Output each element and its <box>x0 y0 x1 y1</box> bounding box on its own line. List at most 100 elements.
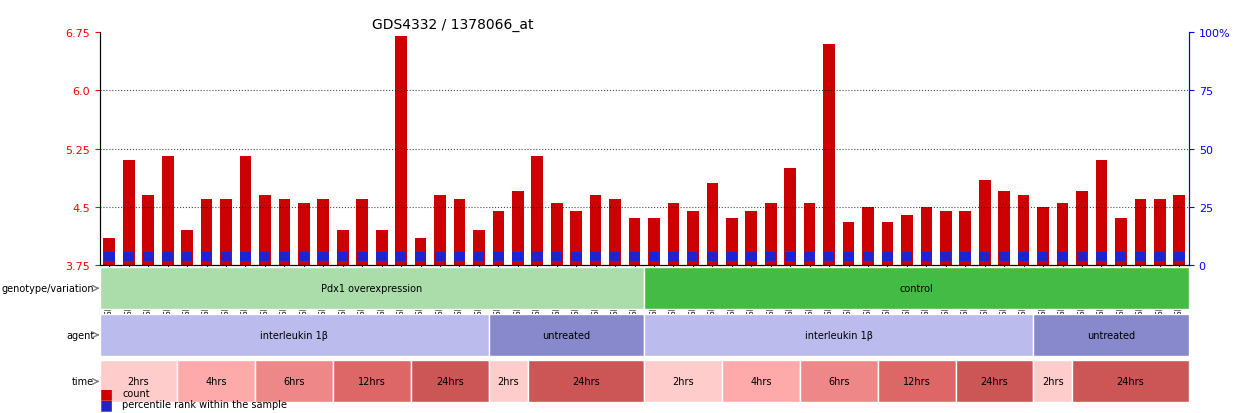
Text: 12hrs: 12hrs <box>359 377 386 387</box>
Bar <box>298 204 310 266</box>
Bar <box>707 252 717 261</box>
Bar <box>1173 196 1185 266</box>
Bar <box>435 196 446 266</box>
Bar <box>998 252 1010 261</box>
Bar <box>804 204 815 266</box>
FancyBboxPatch shape <box>255 361 334 402</box>
Bar <box>512 192 524 266</box>
FancyBboxPatch shape <box>878 361 956 402</box>
FancyBboxPatch shape <box>411 361 488 402</box>
Text: count: count <box>122 388 149 398</box>
Bar <box>843 223 854 266</box>
Bar <box>473 230 484 266</box>
Bar <box>1057 204 1068 266</box>
FancyBboxPatch shape <box>334 361 411 402</box>
Bar <box>609 199 621 266</box>
Bar <box>473 252 484 261</box>
Text: ■: ■ <box>100 386 113 400</box>
Bar <box>1077 252 1087 261</box>
Bar <box>396 252 406 261</box>
Bar <box>513 252 523 261</box>
Bar <box>552 204 563 266</box>
Bar <box>610 252 620 261</box>
Bar <box>649 252 660 261</box>
Bar <box>337 230 349 266</box>
Text: GDS4332 / 1378066_at: GDS4332 / 1378066_at <box>372 18 533 32</box>
Bar <box>823 45 835 266</box>
Bar <box>356 199 369 266</box>
Bar <box>532 157 543 266</box>
FancyBboxPatch shape <box>722 361 801 402</box>
FancyBboxPatch shape <box>528 361 645 402</box>
Bar <box>259 196 271 266</box>
Text: genotype/variation: genotype/variation <box>1 284 95 294</box>
Text: 24hrs: 24hrs <box>571 377 600 387</box>
Bar <box>784 169 796 266</box>
Bar <box>1018 196 1030 266</box>
Text: 6hrs: 6hrs <box>284 377 305 387</box>
Text: control: control <box>900 284 934 294</box>
Bar <box>103 238 116 266</box>
FancyBboxPatch shape <box>178 361 255 402</box>
Bar <box>804 252 815 261</box>
Bar <box>493 252 504 261</box>
FancyBboxPatch shape <box>1033 361 1072 402</box>
Bar <box>726 219 737 266</box>
Bar <box>415 238 426 266</box>
Text: 2hrs: 2hrs <box>1042 377 1063 387</box>
Bar <box>980 252 990 261</box>
Bar <box>1154 252 1165 261</box>
Bar <box>863 252 873 261</box>
Bar <box>960 211 971 266</box>
Bar <box>435 252 446 261</box>
Text: 24hrs: 24hrs <box>981 377 1008 387</box>
Bar <box>162 252 173 261</box>
Bar <box>1116 252 1127 261</box>
Bar <box>960 252 971 261</box>
Bar <box>764 204 777 266</box>
Bar <box>453 199 466 266</box>
Bar <box>1057 252 1068 261</box>
Bar <box>883 252 893 261</box>
Bar <box>727 252 737 261</box>
Text: interleukin 1β: interleukin 1β <box>260 330 329 340</box>
Bar <box>901 215 913 266</box>
FancyBboxPatch shape <box>645 268 1189 309</box>
Bar <box>1154 199 1165 266</box>
Bar <box>182 252 193 261</box>
Bar <box>649 219 660 266</box>
Bar <box>279 199 290 266</box>
Bar <box>317 252 329 261</box>
Bar <box>1037 207 1048 266</box>
Bar <box>669 252 679 261</box>
FancyBboxPatch shape <box>100 361 178 402</box>
Bar <box>979 180 991 266</box>
Bar <box>1076 192 1088 266</box>
Bar <box>357 252 367 261</box>
FancyBboxPatch shape <box>956 361 1033 402</box>
Bar <box>376 230 387 266</box>
FancyBboxPatch shape <box>645 314 1033 356</box>
Bar <box>454 252 464 261</box>
Bar <box>202 252 212 261</box>
Bar <box>220 199 232 266</box>
FancyBboxPatch shape <box>488 314 645 356</box>
Text: 24hrs: 24hrs <box>436 377 463 387</box>
Bar <box>1096 252 1107 261</box>
Text: Pdx1 overexpression: Pdx1 overexpression <box>321 284 422 294</box>
Bar <box>629 219 640 266</box>
Text: 24hrs: 24hrs <box>1117 377 1144 387</box>
Bar <box>1174 252 1184 261</box>
Bar <box>766 252 776 261</box>
Bar <box>182 230 193 266</box>
Bar <box>532 252 543 261</box>
Bar <box>862 207 874 266</box>
FancyBboxPatch shape <box>100 314 488 356</box>
Bar <box>162 157 173 266</box>
Text: 2hrs: 2hrs <box>497 377 519 387</box>
Bar <box>998 192 1010 266</box>
Bar <box>687 211 698 266</box>
Bar <box>920 207 933 266</box>
Text: agent: agent <box>66 330 95 340</box>
Bar <box>1096 161 1107 266</box>
